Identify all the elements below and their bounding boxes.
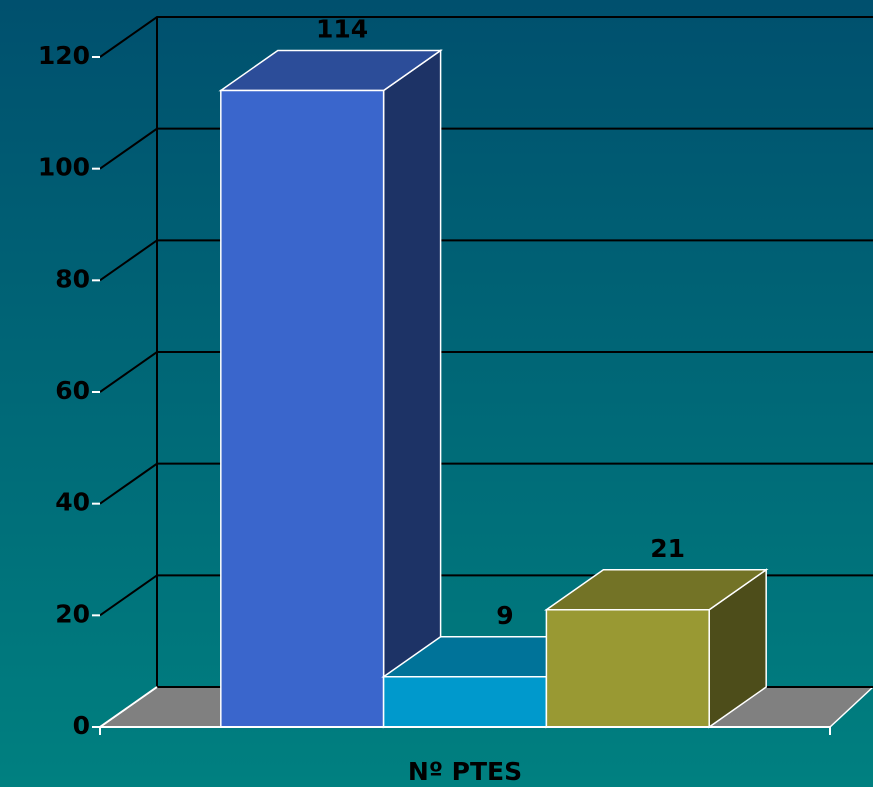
y-axis [99, 686, 158, 728]
y-tick-label: 20 [55, 599, 90, 628]
y-tick-label: 120 [38, 41, 90, 70]
y-tick-label: 100 [38, 153, 90, 182]
grid-line [99, 351, 873, 393]
y-tick-label: 0 [73, 711, 90, 740]
data-label: 21 [650, 534, 685, 563]
data-label: 9 [496, 601, 513, 630]
grid-line [99, 462, 873, 505]
bar [382, 676, 548, 728]
bar [220, 89, 385, 728]
y-tick-label: 80 [55, 264, 90, 293]
data-label: 114 [316, 15, 368, 44]
grid-line [99, 239, 873, 282]
y-tick-label: 40 [55, 488, 90, 517]
grid-line [99, 127, 873, 170]
y-tick-label: 60 [55, 376, 90, 405]
bar [545, 609, 710, 728]
x-tick-label: Nº PTES [408, 757, 522, 786]
bar-side [382, 49, 442, 729]
grid-line [99, 16, 873, 58]
